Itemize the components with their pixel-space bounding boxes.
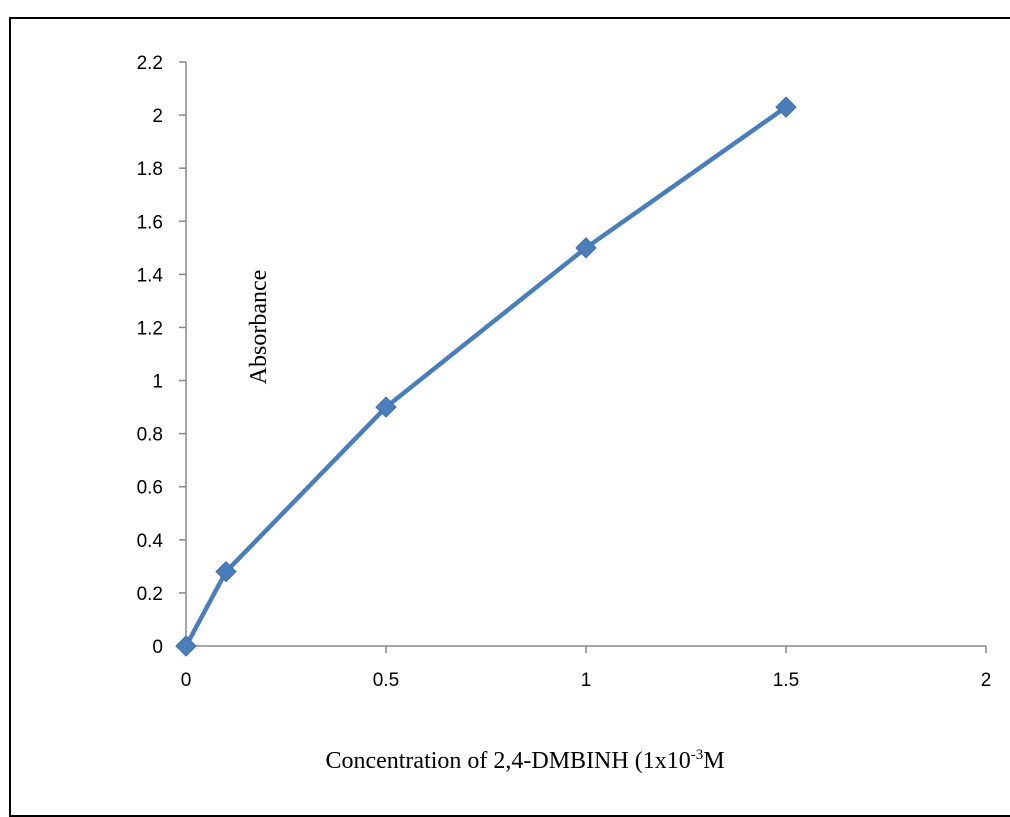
y-tick-label: 0.4 [137,531,164,552]
chart-frame [9,17,1010,817]
x-axis-title-superscript: -3 [691,747,704,763]
x-axis-title-suffix: M [703,748,724,774]
x-axis-ticks: 0 0.5 1 1.5 2 [181,646,992,691]
y-tick-label: 0.8 [137,425,163,446]
y-tick-label: 0.2 [137,584,163,605]
y-tick-label: 2.2 [137,53,163,74]
y-axis-ticks: 0 0.2 0.4 0.6 0.8 1 1.2 1.4 1.6 1.8 2 2.2 [137,53,186,658]
data-series [175,96,797,657]
y-tick-label: 1 [152,372,163,393]
data-point-marker [775,96,797,118]
x-tick-label: 1.5 [773,670,799,691]
x-axis-title-main: Concentration of 2,4-DMBINH (1x10 [325,748,690,774]
data-point-marker [215,560,237,583]
data-point-marker [575,237,597,259]
y-tick-label: 1.8 [137,159,163,180]
data-point-marker [175,635,197,657]
x-tick-label: 1 [581,670,592,691]
y-tick-label: 2 [152,106,163,127]
y-axis-title: Absorbance [246,270,272,385]
y-tick-label: 0.6 [137,478,163,499]
x-tick-label: 0.5 [373,670,399,691]
y-tick-label: 0 [152,637,163,658]
series-line [183,104,789,649]
y-tick-label: 1.2 [137,318,163,339]
data-point-marker [375,396,397,418]
x-tick-label: 2 [981,670,992,691]
y-tick-label: 1.6 [137,212,163,233]
x-axis-title: Concentration of 2,4-DMBINH (1x10-3M [325,747,724,774]
y-tick-label: 1.4 [137,265,164,286]
x-tick-label: 0 [181,670,192,691]
